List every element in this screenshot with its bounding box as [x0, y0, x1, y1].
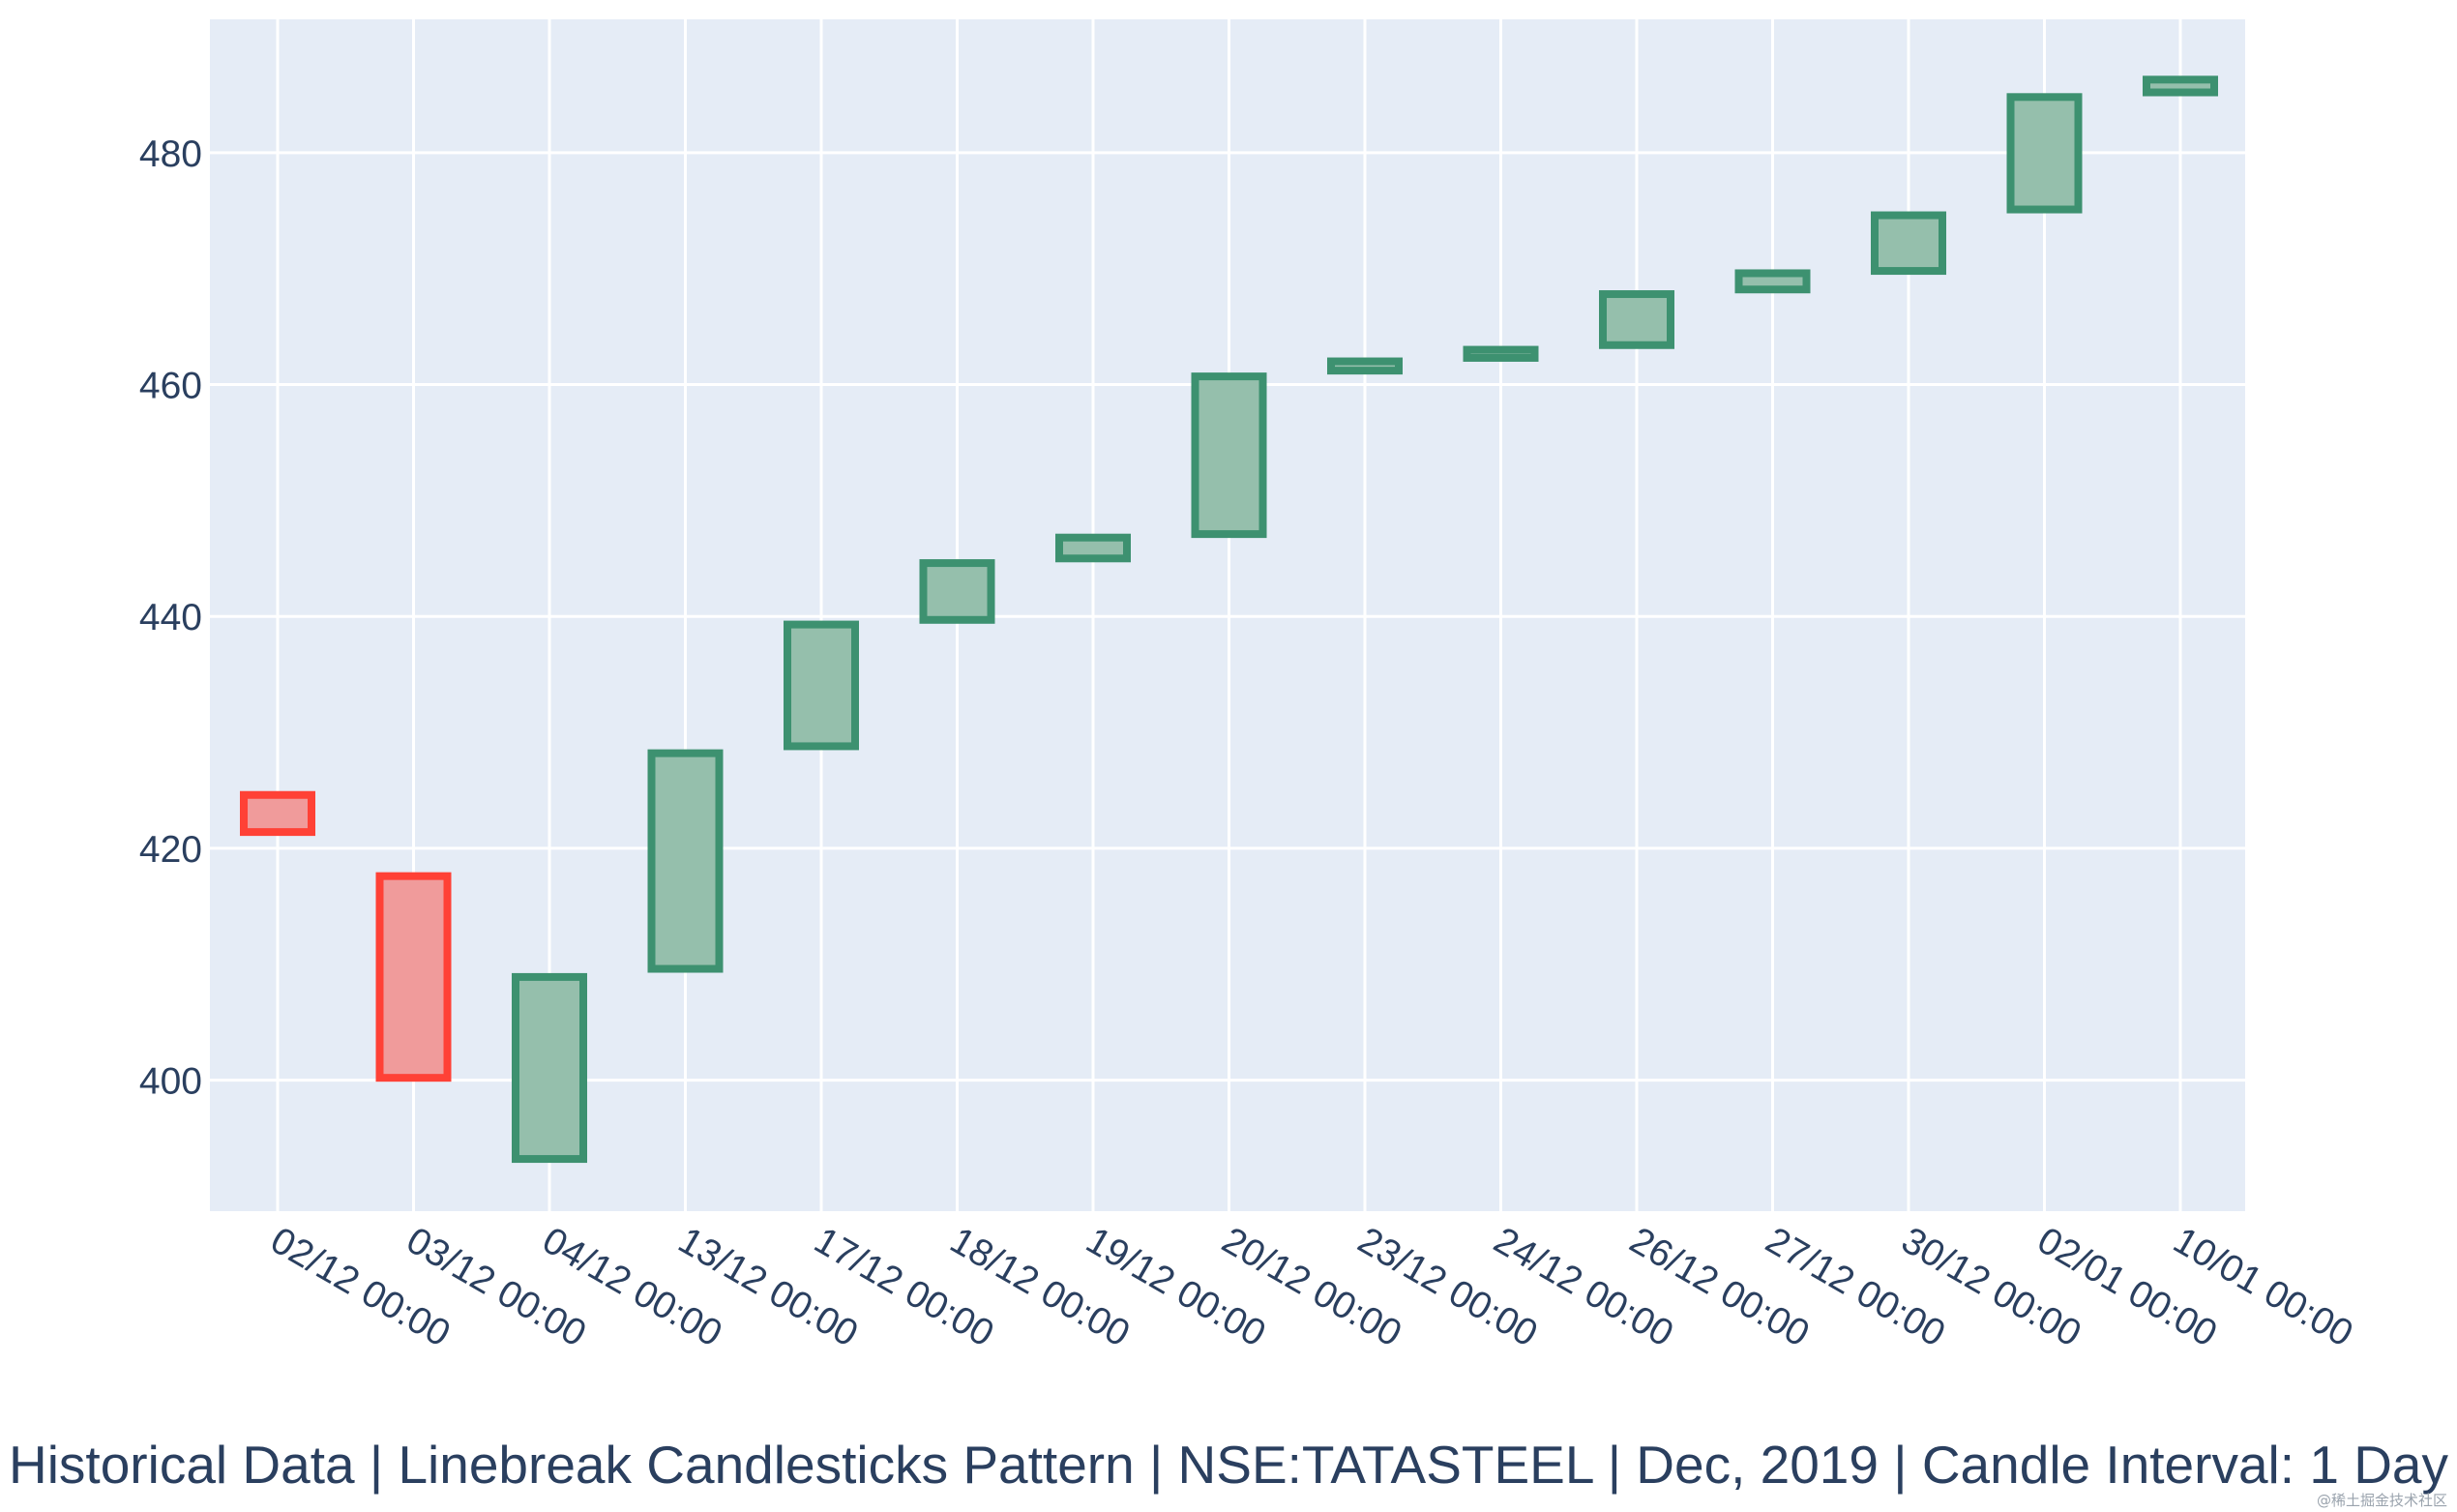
candle-02-01-00-00 [2006, 93, 2083, 214]
candle-13-12-00-00 [647, 749, 724, 973]
candle-19-12-00-00 [1055, 533, 1131, 563]
candle-04-12-00-00 [512, 972, 587, 1164]
y-tick-label: 420 [139, 829, 202, 871]
candle-26-12-00-00 [1599, 290, 1674, 349]
candle-20-12-00-00 [1191, 372, 1267, 539]
candle-27-12-00-00 [1734, 269, 1811, 294]
y-tick-label: 460 [139, 366, 202, 407]
candle-18-12-00-00 [919, 559, 995, 624]
candle-17-12-00-00 [784, 620, 859, 751]
candle-03-12-00-00 [375, 872, 452, 1082]
candle-02-12-00-00 [240, 790, 315, 837]
candles [240, 75, 2218, 1164]
y-tick-label: 440 [139, 597, 202, 638]
y-axis-ticks: 400 420 440 460 480 [139, 133, 202, 1103]
grid-lines [210, 19, 2245, 1211]
y-tick-label: 480 [139, 133, 202, 175]
watermark: @稀土掘金技术社区 [2317, 1492, 2447, 1509]
candle-24-12-00-00 [1463, 345, 1539, 362]
candle-30-12-00-00 [1871, 211, 1946, 276]
y-tick-label: 400 [139, 1061, 202, 1103]
candle-23-12-00-00 [1327, 357, 1403, 375]
candle-10-01-00-00 [2143, 75, 2218, 97]
chart-title: Historical Data | Linebreak Candlesticks… [9, 1435, 2449, 1495]
